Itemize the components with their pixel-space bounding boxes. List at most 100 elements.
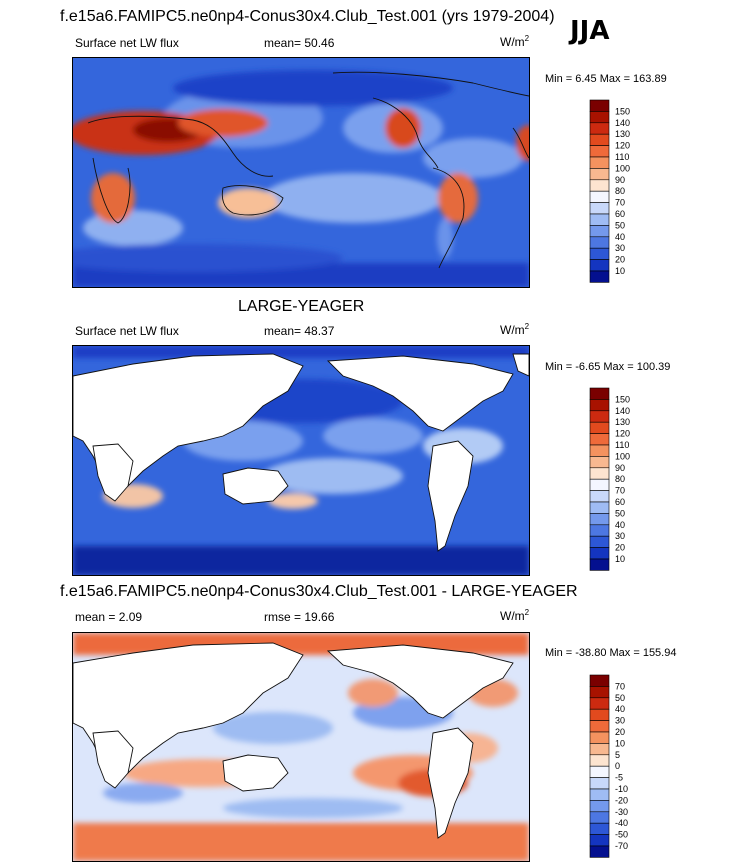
colorbar-box [589, 811, 610, 824]
colorbar-tick-label: 50 [615, 693, 625, 703]
colorbar-tick-label: 20 [615, 727, 625, 737]
colorbar-box [589, 202, 610, 215]
colorbar-tick-label: 40 [615, 232, 625, 242]
panel2-minmax: Min = -6.65 Max = 100.39 [545, 361, 671, 373]
panel1-title: f.e15a6.FAMIPC5.ne0np4-Conus30x4.Club_Te… [60, 8, 555, 25]
colorbar-box [589, 558, 610, 571]
colorbar-tick-label: 100 [615, 163, 630, 173]
panel3-rmse-label: rmse = 19.66 [264, 610, 335, 624]
colorbar-box [589, 421, 610, 434]
colorbar-box [589, 674, 610, 687]
colorbar-box [589, 259, 610, 272]
colorbar-tick-label: 70 [615, 681, 625, 691]
colorbar-box [589, 524, 610, 537]
colorbar-box [589, 697, 610, 710]
colorbar-tick-label: 50 [615, 508, 625, 518]
season-label: JJA [570, 16, 610, 46]
panel2-title: LARGE-YEAGER [238, 298, 365, 315]
panel3-title: f.e15a6.FAMIPC5.ne0np4-Conus30x4.Club_Te… [60, 583, 578, 600]
colorbar-box [589, 535, 610, 548]
colorbar-box [589, 133, 610, 146]
panel1-variable-label: Surface net LW flux [75, 36, 179, 50]
colorbar-box [589, 686, 610, 699]
colorbar-box [589, 822, 610, 835]
panel2-map-svg [73, 346, 529, 575]
panel1-mean-label: mean= 50.46 [264, 36, 335, 50]
colorbar-tick-label: 50 [615, 220, 625, 230]
colorbar-tick-label: 80 [615, 186, 625, 196]
colorbar-tick-label: -70 [615, 841, 628, 851]
colorbar-tick-label: -10 [615, 784, 628, 794]
colorbar-box [589, 399, 610, 412]
colorbar-box [589, 111, 610, 124]
colorbar-tick-label: 130 [615, 417, 630, 427]
colorbar-tick-label: 70 [615, 486, 625, 496]
colorbar-tick-label: 30 [615, 716, 625, 726]
colorbar-box [589, 213, 610, 226]
colorbar-box [589, 547, 610, 560]
panel1-map [72, 57, 530, 288]
colorbar-box [589, 708, 610, 721]
colorbar-box [589, 179, 610, 192]
colorbar-box [589, 236, 610, 249]
panel2-units-label: W/m2 [500, 322, 530, 337]
colorbar-box [589, 800, 610, 813]
colorbar-tick-label: 130 [615, 129, 630, 139]
panel2-map [72, 345, 530, 576]
colorbar-box [589, 145, 610, 158]
colorbar-tick-label: 20 [615, 543, 625, 553]
colorbar-tick-label: 40 [615, 520, 625, 530]
panel3-units-label: W/m2 [500, 608, 530, 623]
colorbar-box [589, 410, 610, 423]
colorbar-tick-label: 10 [615, 554, 625, 564]
colorbar-box [589, 845, 610, 858]
colorbar-tick-label: 5 [615, 750, 620, 760]
colorbar-box [589, 478, 610, 491]
colorbar-tick-label: 150 [615, 394, 630, 404]
colorbar-tick-label: 90 [615, 463, 625, 473]
colorbar-tick-label: 60 [615, 209, 625, 219]
colorbar-box [589, 156, 610, 169]
colorbar-box [589, 513, 610, 526]
colorbar-tick-label: 140 [615, 406, 630, 416]
colorbar-tick-label: 20 [615, 255, 625, 265]
colorbar-tick-label: -40 [615, 818, 628, 828]
colorbar-tick-label: 80 [615, 474, 625, 484]
panel2-variable-label: Surface net LW flux [75, 324, 179, 338]
colorbar-tick-label: 110 [615, 440, 629, 450]
colorbar-box [589, 754, 610, 767]
panel3-minmax: Min = -38.80 Max = 155.94 [545, 647, 677, 659]
panel1-colorbar: 150 140 130 120 110 100 90 80 70 60 50 40 30 20 10 [589, 99, 650, 286]
colorbar-tick-label: 10 [615, 266, 625, 276]
panel1-units-label: W/m2 [500, 34, 530, 49]
colorbar-box [589, 501, 610, 514]
colorbar-box [589, 168, 610, 181]
colorbar-tick-label: 110 [615, 152, 629, 162]
colorbar-tick-label: 90 [615, 175, 625, 185]
colorbar-box [589, 387, 610, 400]
colorbar-box [589, 720, 610, 733]
colorbar-box [589, 834, 610, 847]
colorbar-box [589, 490, 610, 503]
colorbar-tick-label: -5 [615, 773, 623, 783]
panel3-colorbar: 70 50 40 30 20 10 5 0 -5 -10 -20 -30 -40 -50 -70 [589, 674, 650, 861]
colorbar-tick-label: 150 [615, 106, 630, 116]
colorbar-tick-label: 30 [615, 531, 625, 541]
panel3-map [72, 632, 530, 862]
colorbar-tick-label: 10 [615, 738, 625, 748]
colorbar-tick-label: -20 [615, 795, 628, 805]
colorbar-box [589, 456, 610, 469]
colorbar-tick-label: 120 [615, 141, 630, 151]
colorbar-box [589, 225, 610, 238]
colorbar-box [589, 765, 610, 778]
colorbar-box [589, 788, 610, 801]
colorbar-box [589, 743, 610, 756]
panel2-colorbar: 150 140 130 120 110 100 90 80 70 60 50 40 30 20 10 [589, 387, 650, 574]
colorbar-box [589, 433, 610, 446]
colorbar-tick-label: 70 [615, 198, 625, 208]
panel3-map-svg [73, 633, 529, 861]
panel1-minmax: Min = 6.45 Max = 163.89 [545, 73, 667, 85]
